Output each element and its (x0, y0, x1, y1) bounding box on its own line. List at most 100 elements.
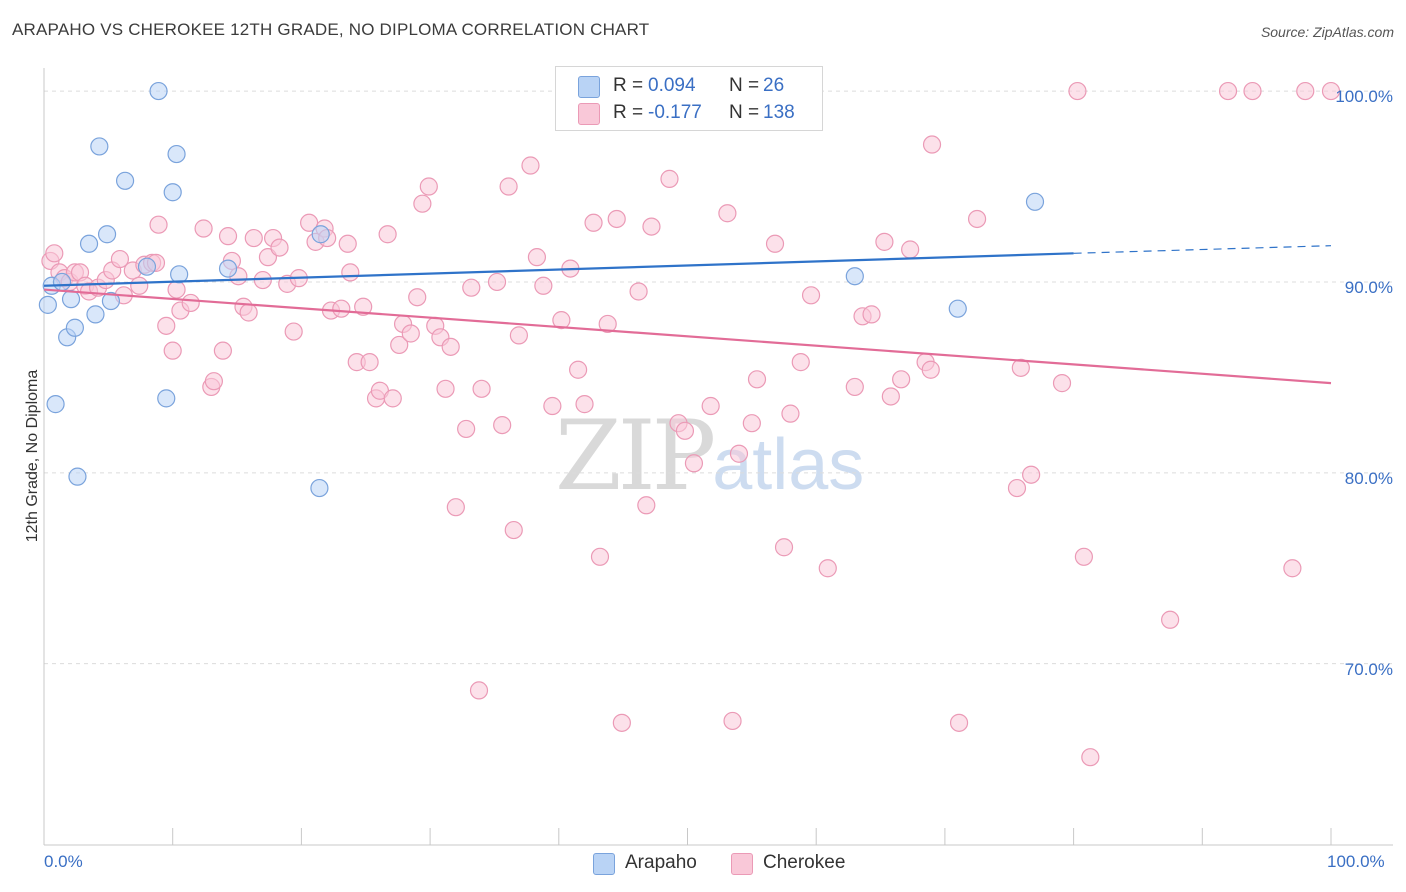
cherokee-point-40 (284, 322, 303, 341)
cherokee-point-129 (1074, 547, 1093, 566)
cherokee-point-97 (684, 454, 704, 473)
cherokee-point-15 (130, 276, 149, 295)
grid-lines (44, 90, 1393, 665)
cherokee-point-84 (575, 395, 594, 414)
y-tick-label-80: 80.0% (1344, 469, 1393, 488)
cherokee-point-52 (360, 353, 379, 372)
arapaho-r-label: R = (613, 75, 644, 96)
cherokee-point-33 (239, 303, 258, 322)
y-tick-label-70: 70.0% (1344, 660, 1393, 679)
cherokee-point-48 (338, 234, 357, 253)
cherokee-point-65 (436, 379, 455, 398)
cherokee-point-27 (204, 372, 223, 391)
cherokee-point-25 (194, 219, 213, 238)
cherokee-point-96 (675, 421, 695, 440)
cherokee-point-111 (818, 559, 837, 578)
cherokee-point-103 (729, 444, 749, 463)
cherokee-point-76 (509, 326, 529, 345)
arapaho-point-5 (61, 290, 81, 309)
cherokee-point-70 (469, 681, 489, 700)
arapaho-point-18 (167, 144, 186, 164)
arapaho-point-0 (38, 295, 57, 314)
arapaho-n-value: 26 (763, 75, 785, 96)
arapaho-point-21 (310, 478, 329, 498)
arapaho-point-8 (79, 234, 99, 253)
cherokee-point-22 (167, 280, 186, 299)
cherokee-point-69 (462, 278, 481, 297)
bottom-cherokee-swatch (731, 853, 753, 875)
cherokee-point-130 (1081, 748, 1100, 767)
cherokee-point-127 (1052, 374, 1072, 393)
x-tick-label-0: 0.0% (44, 852, 83, 871)
arapaho-point-3 (52, 272, 72, 292)
cherokee-point-91 (637, 496, 656, 515)
cherokee-point-105 (747, 370, 767, 389)
cherokee-point-24 (181, 293, 200, 313)
cherokee-point-75 (504, 520, 523, 540)
arapaho-trend-extension (1073, 245, 1332, 254)
arapaho-point-22 (311, 225, 330, 244)
cherokee-point-29 (218, 227, 238, 246)
bottom-arapaho-swatch (593, 853, 615, 875)
arapaho-n-label: N = (729, 75, 760, 96)
cherokee-point-118 (901, 240, 920, 259)
watermark: ZIPatlas (555, 400, 864, 512)
arapaho-point-7 (68, 467, 87, 486)
cherokee-point-125 (1011, 358, 1030, 377)
cherokee-point-20 (157, 316, 176, 335)
cherokee-point-132 (1218, 81, 1238, 101)
cherokee-point-112 (845, 377, 864, 397)
arapaho-r-value: 0.094 (648, 75, 696, 96)
cherokee-point-86 (590, 547, 610, 566)
watermark-atlas: atlas (712, 425, 865, 505)
cherokee-point-88 (607, 209, 626, 229)
arapaho-swatch (578, 76, 600, 98)
cherokee-point-28 (213, 341, 232, 360)
cherokee-n-value: 138 (763, 102, 795, 123)
cherokee-r-label: R = (613, 102, 644, 123)
trend-lines (43, 245, 1332, 385)
cherokee-point-61 (413, 194, 432, 213)
arapaho-point-9 (86, 305, 105, 324)
chart-source: Source: ZipAtlas.com (1260, 24, 1394, 40)
arapaho-point-19 (170, 265, 189, 284)
axes (43, 68, 1393, 846)
cherokee-point-60 (408, 288, 427, 307)
cherokee-point-47 (332, 299, 351, 318)
cherokee-point-1 (45, 244, 64, 263)
cherokee-trend-line (43, 288, 1332, 385)
cherokee-point-109 (791, 353, 810, 372)
cherokee-point-89 (612, 713, 631, 732)
arapaho-trend-line (43, 252, 1074, 287)
arapaho-points (38, 81, 1045, 498)
cherokee-point-68 (457, 419, 476, 439)
cherokee-point-92 (642, 217, 661, 236)
cherokee-point-106 (765, 234, 785, 253)
cherokee-point-102 (723, 711, 742, 731)
cherokee-point-55 (378, 225, 397, 244)
cherokee-point-101 (718, 204, 737, 223)
cherokee-n-label: N = (729, 102, 760, 123)
cherokee-point-21 (163, 341, 182, 360)
cherokee-point-56 (383, 389, 402, 408)
arapaho-point-11 (97, 225, 117, 244)
cherokee-point-72 (487, 272, 507, 292)
cherokee-point-100 (701, 396, 720, 416)
cherokee-point-73 (493, 415, 512, 435)
cherokee-point-49 (341, 263, 360, 282)
cherokee-point-114 (862, 305, 881, 324)
cherokee-point-124 (1007, 478, 1027, 498)
arapaho-point-17 (163, 183, 182, 202)
cherokee-point-123 (967, 209, 987, 229)
cherokee-point-134 (1283, 559, 1302, 578)
cherokee-point-122 (949, 713, 969, 732)
stats-legend: R = 0.094 N = 26 R = -0.177 N = 138 (555, 66, 823, 131)
arapaho-point-6 (65, 318, 84, 337)
cherokee-point-67 (446, 498, 465, 517)
y-tick-label-100: 100.0% (1335, 87, 1393, 106)
cherokee-point-19 (149, 215, 168, 234)
bottom-cherokee-label: Cherokee (763, 852, 846, 873)
y-axis-title: 12th Grade, No Diploma (24, 369, 41, 543)
arapaho-point-14 (137, 257, 157, 276)
